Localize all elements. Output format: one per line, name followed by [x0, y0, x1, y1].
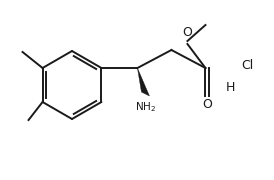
Text: H: H — [225, 80, 235, 93]
Polygon shape — [138, 68, 149, 96]
Text: O: O — [202, 98, 212, 111]
Text: Cl: Cl — [241, 58, 253, 71]
Text: NH$_2$: NH$_2$ — [135, 100, 156, 114]
Text: O: O — [182, 26, 192, 39]
